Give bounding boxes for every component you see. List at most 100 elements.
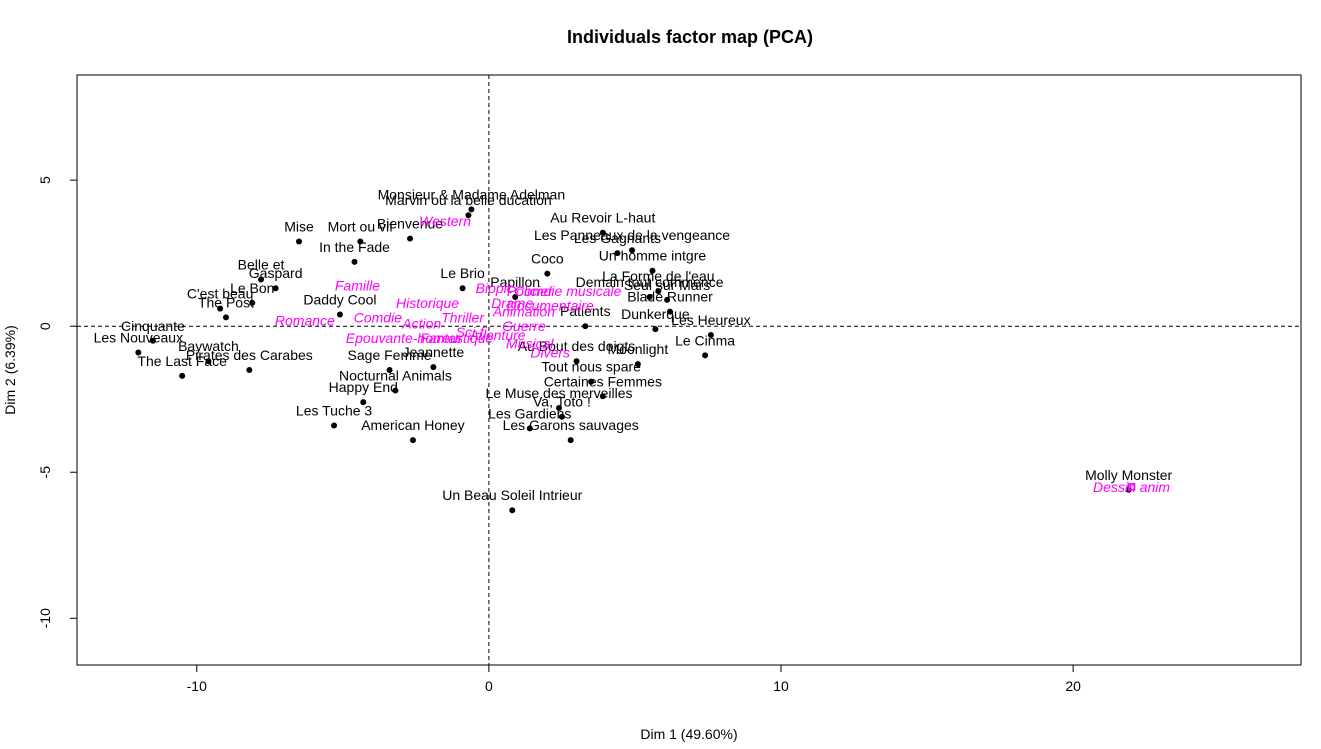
individual-label: Pirates des Carabes (186, 347, 313, 363)
individual-point (409, 437, 416, 444)
individual-label: Monsieur & Madame Adelman (378, 186, 566, 202)
supplementary-label: Famille (335, 277, 380, 293)
individual-label: Dunkerque (621, 306, 690, 322)
individual-point (246, 367, 253, 373)
individual-point (629, 247, 636, 254)
individual-label: Les Heureux (671, 312, 750, 328)
supplementary-label: Historique (396, 295, 459, 311)
individual-point (599, 393, 606, 400)
x-tick-label: 20 (1065, 678, 1081, 694)
supplementary-label: Divers (530, 344, 570, 360)
individual-point (272, 285, 279, 292)
y-tick-label: 0 (37, 322, 53, 330)
individual-label: Les Gagnants (574, 230, 661, 246)
individual-point (702, 352, 709, 359)
supplementary-label: Documentaire (507, 298, 594, 314)
individual-label: Les Panneaux de la vengeance (534, 227, 730, 243)
supplementary-label: Dessin anim (1093, 479, 1170, 495)
individual-point (360, 399, 367, 406)
axes: -10 0 10 20 -10 -5 0 5 (37, 176, 1081, 694)
individual-point (179, 372, 186, 379)
individual-point (392, 387, 399, 394)
individual-label: Certaines Femmes (544, 373, 662, 389)
individual-point (351, 258, 358, 265)
individual-point (558, 413, 565, 420)
individual-point (149, 337, 156, 344)
individual-point (407, 235, 414, 242)
individual-label: Daddy Cool (303, 292, 376, 308)
individual-point (512, 293, 519, 300)
supplementary-label: Thriller (441, 309, 485, 325)
individual-label: Happy End (329, 379, 398, 395)
x-tick-label: 0 (485, 678, 493, 694)
plot-frame (76, 74, 1302, 666)
individual-point (331, 422, 338, 429)
individual-label: Papillon (490, 274, 540, 290)
individual-label: Patients (560, 303, 611, 319)
individual-label: Nocturnal Animals (339, 367, 452, 383)
supplementary-label: Biopic (476, 280, 514, 296)
supplementary-label: Drame (491, 295, 533, 311)
individual-point (336, 311, 343, 318)
individual-point (526, 425, 533, 432)
individual-point (573, 358, 580, 365)
individual-label: C'est beau (187, 286, 254, 302)
individual-point (556, 404, 563, 411)
individual-label: Le Bon (230, 280, 274, 296)
individual-label: Les Nouveaux (94, 329, 184, 345)
individual-point (459, 285, 466, 292)
individual-point (205, 358, 212, 365)
individual-point (646, 293, 653, 300)
supplementary-labels: Famille Romance Comdie Action Historique Biop… (275, 213, 1171, 495)
individual-point (217, 305, 224, 312)
individual-point (614, 250, 621, 257)
individual-label: Au Revoir L-haut (550, 210, 655, 226)
individual-label: Coco (531, 251, 564, 267)
individual-point (468, 206, 475, 213)
individual-point (588, 378, 595, 385)
individual-label: Le Cinma (675, 332, 735, 348)
individual-label: American Honey (361, 417, 465, 433)
individual-point (582, 323, 589, 330)
individual-label: Les Gardiens (488, 405, 571, 421)
supplementary-label: Comdie musicale (514, 283, 622, 299)
individual-point (664, 296, 671, 303)
individual-point (357, 238, 364, 245)
supplementary-label: Guerre (502, 318, 546, 334)
individual-label: Va, Toto ! (533, 394, 591, 410)
supplementary-label: Epouvante-horreur (346, 330, 464, 346)
individual-label: Demain tout commence (576, 274, 724, 290)
individual-point (652, 326, 659, 333)
individual-label: The Post (198, 294, 254, 310)
y-tick-label: 5 (37, 176, 53, 184)
x-tick-label: 10 (773, 678, 789, 694)
individual-label: La Forme de l'eau (602, 268, 714, 284)
individual-label: Un Beau Soleil Intrieur (442, 487, 582, 503)
individual-label: Le Muse des merveilles (485, 385, 632, 401)
x-axis-label: Dim 1 (49.60%) (640, 726, 737, 742)
individual-label: Mise (284, 218, 314, 234)
supplementary-label: Animation (492, 304, 555, 320)
supplementary-label: Aventure (469, 327, 526, 343)
individual-point (567, 437, 574, 444)
supplementary-label: Western (419, 213, 471, 229)
supplementary-label: Musical (506, 336, 554, 352)
individual-point (599, 229, 606, 236)
individual-point (135, 349, 142, 356)
x-tick-label: -10 (187, 678, 207, 694)
individual-label: Marvin ou la belle ducation (385, 192, 552, 208)
individual-label: Bienvenue (377, 216, 443, 232)
individual-point (258, 276, 265, 283)
individual-label: Belle et (238, 256, 285, 272)
individual-label: Au Bout des doigts (518, 338, 636, 354)
individual-label: Moonlight (608, 341, 669, 357)
individual-label: Gaspard (249, 265, 303, 281)
individual-label: In the Fade (319, 239, 390, 255)
supplementary-label: Action (401, 315, 441, 331)
supplementary-label: Comdie (354, 309, 402, 325)
individual-label: Un homme intgre (599, 248, 707, 264)
supplementary-label: Policier (507, 283, 554, 299)
individual-label: The Last Face (137, 353, 227, 369)
supplementary-label: Romance (275, 312, 335, 328)
